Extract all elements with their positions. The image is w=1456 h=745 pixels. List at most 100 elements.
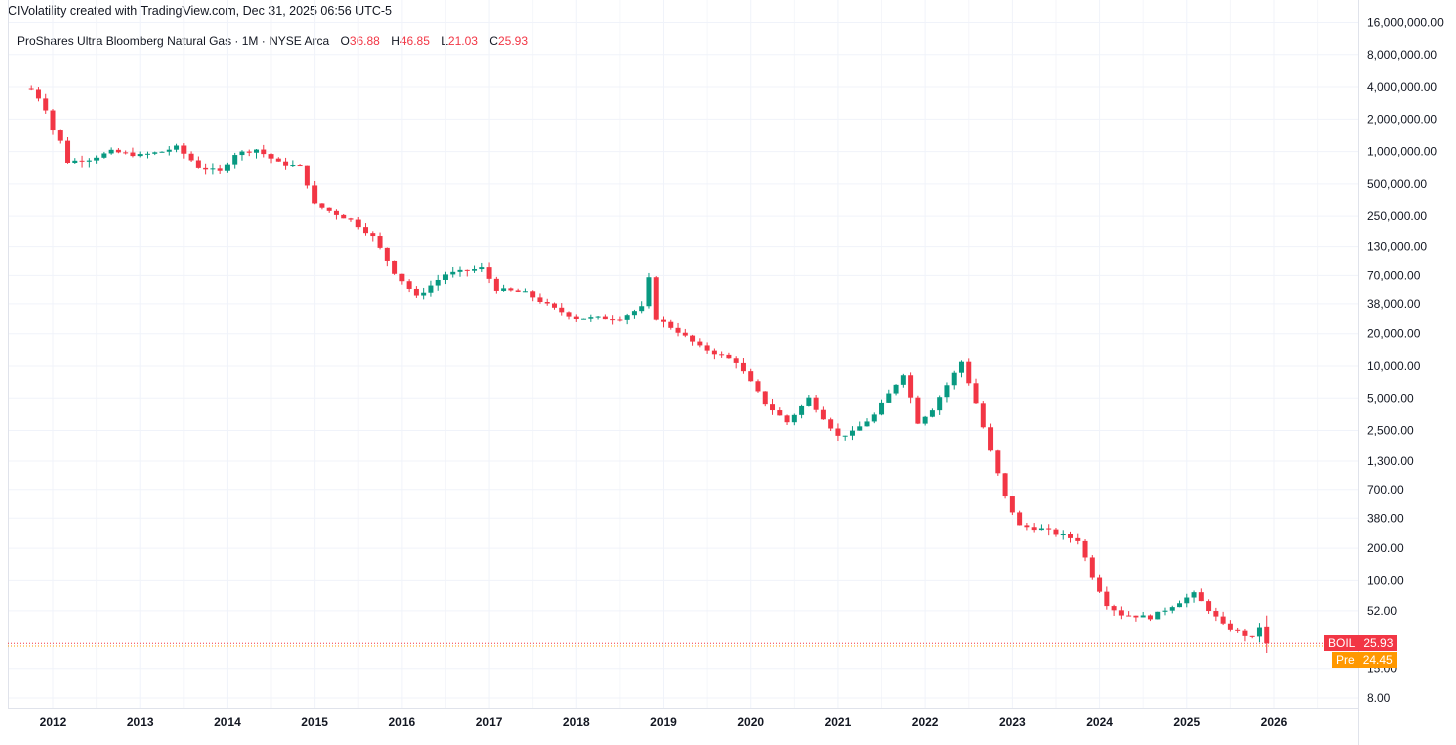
candle-body [43, 98, 49, 111]
candle-body [682, 332, 688, 336]
candle-body [1249, 635, 1255, 637]
price-axis-label: 10,000.00 [1367, 359, 1421, 373]
time-axis-label: 2024 [1086, 715, 1113, 729]
premarket-symbol: Pre [1336, 653, 1355, 668]
candle-body [130, 152, 136, 157]
candle-body [980, 403, 986, 428]
candle-body [1264, 626, 1270, 644]
candle-body [341, 214, 347, 219]
candle-body [886, 393, 892, 403]
candle-body [1235, 629, 1241, 631]
time-axis-label: 2013 [127, 715, 154, 729]
candle-body [333, 210, 339, 215]
candle-body [813, 397, 819, 410]
candle-body [573, 316, 579, 320]
time-axis-label: 2015 [301, 715, 328, 729]
candle-body [319, 203, 325, 208]
candle-body [1060, 534, 1066, 536]
candle-body [399, 273, 405, 282]
candle-body [726, 354, 732, 359]
time-axis-label: 2022 [912, 715, 939, 729]
price-axis-label: 8.00 [1367, 691, 1391, 705]
candle-body [1118, 610, 1124, 616]
candle-body [79, 160, 85, 162]
candle-body [784, 415, 790, 423]
candle-body [1162, 610, 1168, 612]
candle-body [588, 317, 594, 319]
last-price-tag: BOIL 25.93 [1324, 635, 1398, 652]
time-axis-label: 2017 [476, 715, 503, 729]
candle-body [675, 327, 681, 333]
price-axis-label: 16,000,000.00 [1367, 16, 1444, 30]
candle-body [1046, 528, 1052, 530]
open-value: 36.88 [349, 34, 380, 48]
candle-body [733, 358, 739, 363]
time-axis-label: 2019 [650, 715, 677, 729]
candle-body [413, 288, 419, 296]
candle-body [137, 154, 143, 157]
candle-body [697, 341, 703, 346]
candle-body [1213, 611, 1219, 617]
candle-body [1017, 512, 1023, 526]
candle-body [152, 152, 158, 154]
candlestick-series [28, 85, 1270, 654]
candle-body [1031, 527, 1037, 531]
candle-body [501, 288, 507, 291]
candle-body [668, 321, 674, 328]
candle-body [188, 153, 194, 161]
candle-body [537, 297, 543, 303]
candle-body [900, 375, 906, 385]
candle-body [690, 335, 696, 342]
candle-body [261, 149, 267, 155]
candle-body [1242, 630, 1248, 636]
candle-body [820, 409, 826, 420]
instrument-name[interactable]: ProShares Ultra Bloomberg Natural Gas · … [17, 34, 330, 48]
candle-body [144, 153, 150, 155]
candle-body [530, 291, 536, 298]
candle-body [65, 140, 71, 163]
candle-body [879, 402, 885, 415]
candle-body [72, 160, 78, 163]
price-axis[interactable]: 16,000,000.00 8,000,000.00 4,000,000.00 2,0… [1358, 0, 1445, 745]
time-axis[interactable]: 2012 2013 2014 2015 2016 2017 2018 2019 2020 2021… [8, 708, 1358, 730]
candle-body [86, 160, 92, 162]
candle-body [762, 391, 768, 405]
candle-body [1191, 592, 1197, 598]
candle-body [639, 306, 645, 312]
candle-body [181, 145, 187, 154]
candle-body [1089, 557, 1095, 578]
candle-body [988, 427, 994, 451]
price-axis-label: 1,000,000.00 [1367, 145, 1437, 159]
candle-body [1082, 540, 1088, 558]
high-key: H [391, 34, 400, 48]
candle-body [610, 319, 616, 321]
candle-body [835, 428, 841, 436]
candle-body [297, 165, 303, 167]
candle-body [479, 267, 485, 270]
candle-body [719, 354, 725, 356]
candle-body [370, 233, 376, 237]
low-key: L [441, 34, 448, 48]
premarket-value: 24.45 [1362, 653, 1393, 668]
candle-body [28, 88, 34, 90]
price-axis-label: 20,000.00 [1367, 327, 1421, 341]
candle-body [232, 155, 238, 165]
candle-body [544, 302, 550, 304]
candle-body [602, 316, 608, 320]
candle-body [922, 416, 928, 424]
candle-body [908, 375, 914, 398]
price-axis-label: 2,000,000.00 [1367, 112, 1437, 126]
candle-body [522, 291, 528, 293]
candle-body [1009, 496, 1015, 513]
premarket-price-tag: Pre 24.45 [1332, 652, 1397, 669]
candle-body [515, 290, 521, 292]
candle-body [1169, 607, 1175, 611]
candle-body [377, 236, 383, 248]
candle-body [566, 312, 572, 317]
price-axis-label: 1,300.00 [1367, 454, 1414, 468]
candle-body [1038, 528, 1044, 531]
candle-body [355, 219, 361, 228]
candle-body [581, 318, 587, 320]
candle-body [1133, 615, 1139, 618]
